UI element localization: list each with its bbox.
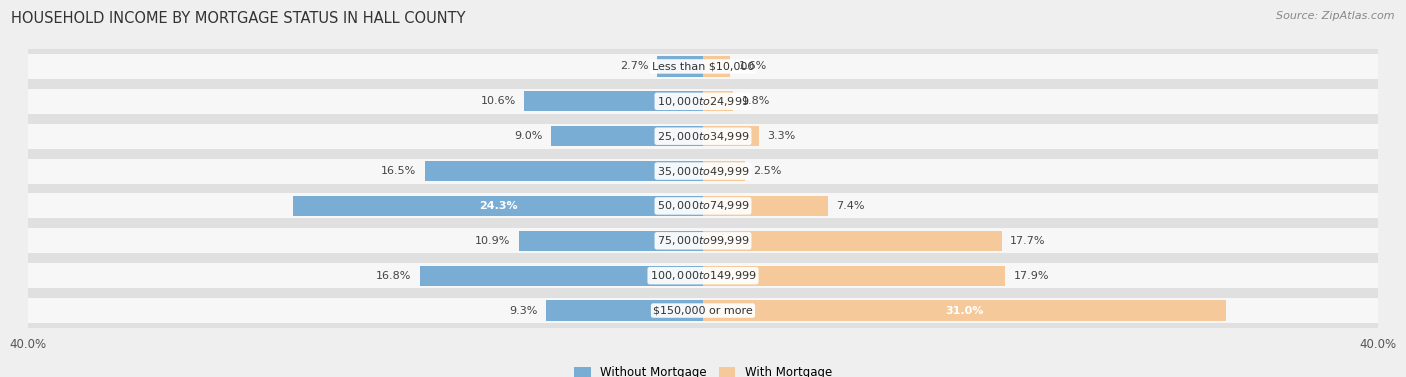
Text: $25,000 to $34,999: $25,000 to $34,999 bbox=[657, 130, 749, 143]
Bar bbox=[703, 161, 745, 181]
Bar bbox=[28, 258, 1378, 293]
Text: Source: ZipAtlas.com: Source: ZipAtlas.com bbox=[1277, 11, 1395, 21]
Text: Less than $10,000: Less than $10,000 bbox=[652, 61, 754, 72]
Text: 9.3%: 9.3% bbox=[509, 305, 537, 316]
Bar bbox=[703, 300, 1226, 321]
Bar bbox=[28, 188, 1378, 223]
Text: 7.4%: 7.4% bbox=[837, 201, 865, 211]
Text: $75,000 to $99,999: $75,000 to $99,999 bbox=[657, 234, 749, 247]
Text: 16.5%: 16.5% bbox=[381, 166, 416, 176]
Bar bbox=[28, 54, 1378, 79]
Text: 10.6%: 10.6% bbox=[481, 96, 516, 106]
Bar bbox=[28, 193, 1378, 219]
Bar bbox=[703, 91, 734, 112]
Text: 16.8%: 16.8% bbox=[375, 271, 411, 281]
Text: 1.8%: 1.8% bbox=[742, 96, 770, 106]
Bar bbox=[28, 263, 1378, 288]
Text: $10,000 to $24,999: $10,000 to $24,999 bbox=[657, 95, 749, 108]
Text: 31.0%: 31.0% bbox=[945, 305, 984, 316]
Text: 2.7%: 2.7% bbox=[620, 61, 650, 72]
Text: 24.3%: 24.3% bbox=[478, 201, 517, 211]
Bar bbox=[703, 231, 1001, 251]
Bar bbox=[519, 231, 703, 251]
Text: HOUSEHOLD INCOME BY MORTGAGE STATUS IN HALL COUNTY: HOUSEHOLD INCOME BY MORTGAGE STATUS IN H… bbox=[11, 11, 465, 26]
Text: 17.9%: 17.9% bbox=[1014, 271, 1049, 281]
Bar bbox=[703, 126, 759, 146]
Text: 17.7%: 17.7% bbox=[1010, 236, 1046, 246]
Bar bbox=[546, 300, 703, 321]
Bar bbox=[28, 119, 1378, 154]
Bar bbox=[524, 91, 703, 112]
Text: 10.9%: 10.9% bbox=[475, 236, 510, 246]
Bar bbox=[28, 89, 1378, 114]
Bar bbox=[703, 56, 730, 77]
Bar bbox=[703, 196, 828, 216]
Bar bbox=[425, 161, 703, 181]
Text: $35,000 to $49,999: $35,000 to $49,999 bbox=[657, 165, 749, 178]
Bar bbox=[551, 126, 703, 146]
Bar bbox=[292, 196, 703, 216]
Bar bbox=[28, 154, 1378, 188]
Text: $150,000 or more: $150,000 or more bbox=[654, 305, 752, 316]
Bar bbox=[28, 49, 1378, 84]
Bar bbox=[28, 158, 1378, 184]
Bar bbox=[28, 223, 1378, 258]
Bar bbox=[28, 124, 1378, 149]
Text: 9.0%: 9.0% bbox=[515, 131, 543, 141]
Bar bbox=[28, 228, 1378, 253]
Bar bbox=[419, 265, 703, 286]
Text: 3.3%: 3.3% bbox=[768, 131, 796, 141]
Bar bbox=[28, 293, 1378, 328]
Legend: Without Mortgage, With Mortgage: Without Mortgage, With Mortgage bbox=[569, 361, 837, 377]
Text: 1.6%: 1.6% bbox=[738, 61, 766, 72]
Bar bbox=[28, 298, 1378, 323]
Text: $100,000 to $149,999: $100,000 to $149,999 bbox=[650, 269, 756, 282]
Bar bbox=[703, 265, 1005, 286]
Bar bbox=[28, 84, 1378, 119]
Text: $50,000 to $74,999: $50,000 to $74,999 bbox=[657, 199, 749, 212]
Bar bbox=[658, 56, 703, 77]
Text: 2.5%: 2.5% bbox=[754, 166, 782, 176]
